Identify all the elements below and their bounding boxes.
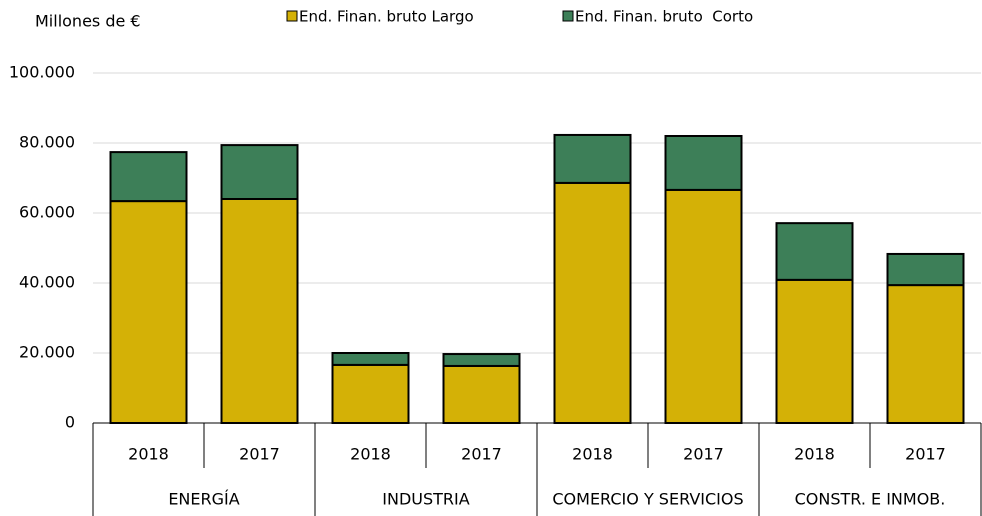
bar-segment xyxy=(553,133,632,184)
x-tick-label: 2018 xyxy=(794,445,835,464)
bar-segment xyxy=(553,181,632,424)
bar-segment xyxy=(664,188,743,424)
y-tick-label: 100.000 xyxy=(9,63,75,82)
y-tick-label: 80.000 xyxy=(19,133,75,152)
bar-segment xyxy=(109,151,188,203)
bar-segment xyxy=(442,353,521,367)
bar-segment xyxy=(775,222,854,281)
bar-segment xyxy=(886,252,965,287)
bar-segment xyxy=(220,198,299,424)
group-label: INDUSTRIA xyxy=(382,490,469,509)
bar-segment xyxy=(331,352,410,366)
legend-label: End. Finan. bruto Largo xyxy=(299,8,474,26)
legend-swatch xyxy=(286,10,298,22)
group-label: CONSTR. E INMOB. xyxy=(795,490,946,509)
x-tick-label: 2017 xyxy=(461,445,502,464)
group-label: COMERCIO Y SERVICIOS xyxy=(552,490,743,509)
x-tick-label: 2017 xyxy=(683,445,724,464)
legend-swatch xyxy=(562,10,574,22)
y-tick-label: 20.000 xyxy=(19,343,75,362)
bar-segment xyxy=(331,363,410,424)
legend-label: End. Finan. bruto Corto xyxy=(575,8,753,26)
x-tick-label: 2017 xyxy=(239,445,280,464)
y-tick-label: 40.000 xyxy=(19,273,75,292)
y-axis-label: Millones de € xyxy=(35,12,141,31)
x-tick-label: 2018 xyxy=(350,445,391,464)
x-tick-label: 2017 xyxy=(905,445,946,464)
y-tick-label: 60.000 xyxy=(19,203,75,222)
y-tick-label: 0 xyxy=(65,413,75,432)
bar-segment xyxy=(775,278,854,424)
bar-segment xyxy=(886,284,965,424)
bar-segment xyxy=(442,364,521,425)
bar-segment xyxy=(664,135,743,191)
group-label: ENERGÍA xyxy=(168,490,239,509)
bar-segment xyxy=(109,200,188,424)
x-tick-label: 2018 xyxy=(572,445,613,464)
x-tick-label: 2018 xyxy=(128,445,169,464)
bar-segment xyxy=(220,144,299,201)
